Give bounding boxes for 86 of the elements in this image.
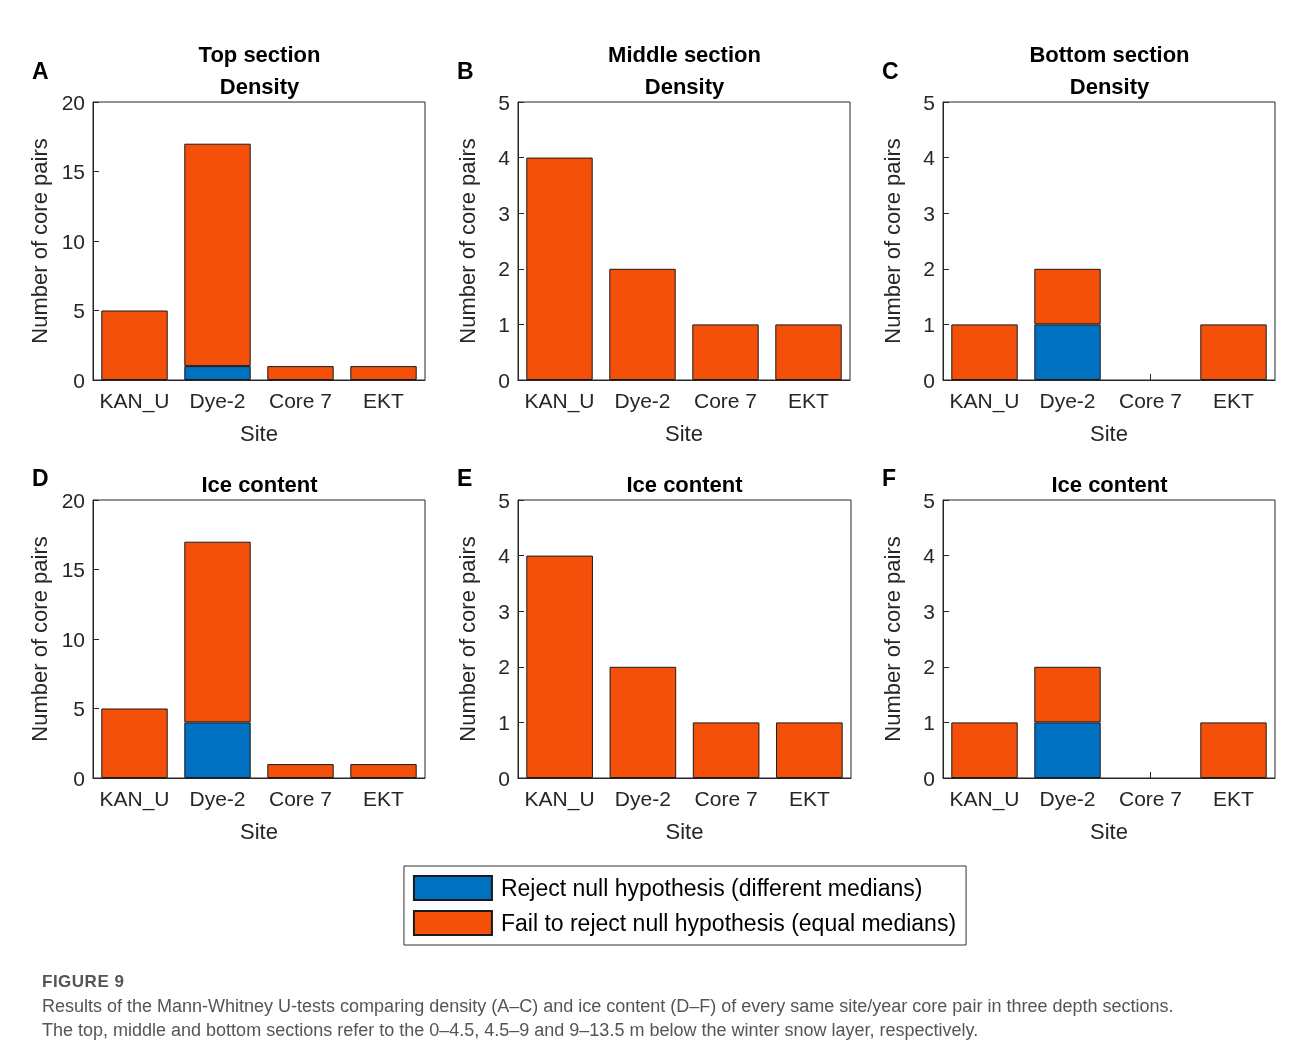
x-axis-title: Site (240, 420, 278, 446)
y-tick-label: 2 (923, 655, 935, 679)
legend-label: Fail to reject null hypothesis (equal medians) (500, 910, 957, 936)
y-axis-title: Number of core pairs (454, 138, 480, 344)
x-axis-title: Site (665, 818, 704, 844)
y-tick-label: 0 (923, 368, 935, 392)
x-axis-title: Site (665, 420, 703, 446)
y-tick-label: 3 (923, 201, 935, 225)
y-tick-label: 0 (73, 766, 85, 790)
x-tick-label: Dye-2 (1039, 389, 1096, 412)
y-tick-label: 10 (61, 627, 85, 651)
y-axis-title: Number of core pairs (27, 536, 53, 742)
x-axis-title: Site (1090, 818, 1128, 844)
x-tick-label: KAN_U (524, 389, 595, 413)
x-tick-label: Core 7 (268, 389, 333, 412)
y-tick-label: 0 (498, 368, 510, 392)
x-tick-label: Dye-2 (614, 389, 671, 412)
chart-title: Top section Density (198, 41, 321, 99)
text: F (882, 464, 897, 491)
x-tick-label: EKT (1213, 389, 1255, 412)
chart-title: Bottom section Density (1029, 41, 1190, 99)
y-tick-label: 3 (498, 599, 510, 623)
y-tick-label: 4 (923, 146, 936, 170)
y-tick-label: 1 (923, 710, 935, 734)
caption: FIGURE 9 (42, 971, 126, 993)
x-tick-label: Dye-2 (189, 389, 246, 412)
y-axis-title: Number of core pairs (879, 138, 905, 344)
x-tick-label: KAN_U (949, 389, 1020, 413)
x-axis-title: Site (1090, 420, 1128, 446)
y-tick-label: 3 (923, 599, 935, 623)
x-tick-label: EKT (788, 787, 830, 810)
y-tick-label: 15 (61, 558, 85, 581)
y-tick-label: 5 (923, 90, 935, 114)
x-axis-title: Site (240, 818, 278, 844)
text: D (32, 464, 49, 491)
y-tick-label: 4 (498, 146, 511, 170)
y-tick-label: 0 (923, 766, 935, 790)
x-tick-label: Dye-2 (1039, 787, 1096, 810)
chart-title: Ice content (626, 471, 744, 497)
y-tick-label: 4 (923, 544, 936, 568)
x-tick-label: EKT (363, 389, 405, 412)
y-tick-label: 2 (498, 655, 510, 679)
y-tick-label: 20 (61, 488, 85, 512)
y-tick-label: 1 (498, 312, 510, 336)
x-tick-label: KAN_U (99, 389, 170, 413)
text: B (457, 57, 474, 84)
y-tick-label: 2 (923, 257, 935, 281)
text: Results of the Mann-Whitney U-tests comparing density (A–C) and ice content (D–F) of every same site/year core pair in three depth sections. The top, middle and bottom sections refer to the 0–4.5, 4.5–9 and 9–13.5 m below the winter snow layer, respectively. (42, 995, 1175, 1042)
y-tick-label: 1 (498, 710, 510, 734)
text: A (32, 57, 49, 84)
y-tick-label: 10 (61, 229, 85, 253)
x-tick-label: Core 7 (694, 787, 758, 810)
x-tick-label: EKT (1213, 787, 1255, 810)
x-tick-label: Core 7 (1118, 787, 1183, 810)
legend-label: Reject null hypothesis (different medians) (500, 875, 923, 901)
x-tick-label: KAN_U (99, 787, 170, 811)
x-tick-label: Core 7 (693, 389, 758, 412)
x-tick-label: Dye-2 (614, 787, 671, 810)
y-tick-label: 3 (498, 201, 510, 225)
y-tick-label: 20 (61, 90, 85, 114)
x-tick-label: Core 7 (1118, 389, 1183, 412)
y-axis-title: Number of core pairs (879, 536, 905, 742)
x-tick-label: KAN_U (524, 787, 595, 811)
x-tick-label: Core 7 (268, 787, 333, 810)
y-tick-label: 0 (73, 368, 85, 392)
y-tick-label: 5 (498, 90, 510, 114)
x-tick-label: EKT (363, 787, 405, 810)
y-tick-label: 1 (923, 312, 935, 336)
chart-title: Ice content (201, 471, 319, 497)
x-tick-label: Dye-2 (189, 787, 246, 810)
chart-title: Middle section Density (608, 41, 761, 99)
y-tick-label: 15 (61, 160, 85, 183)
y-tick-label: 5 (73, 697, 85, 720)
y-tick-label: 0 (498, 766, 510, 790)
chart-title: Ice content (1051, 471, 1169, 497)
y-axis-title: Number of core pairs (454, 536, 480, 742)
y-tick-label: 5 (498, 488, 510, 512)
x-tick-label: EKT (788, 389, 830, 412)
text: E (457, 464, 473, 491)
text: C (882, 57, 899, 84)
y-axis-title: Number of core pairs (27, 138, 53, 344)
y-tick-label: 2 (498, 257, 510, 281)
y-tick-label: 5 (923, 488, 935, 512)
y-tick-label: 5 (73, 299, 85, 322)
x-tick-label: KAN_U (949, 787, 1020, 811)
y-tick-label: 4 (498, 544, 511, 568)
